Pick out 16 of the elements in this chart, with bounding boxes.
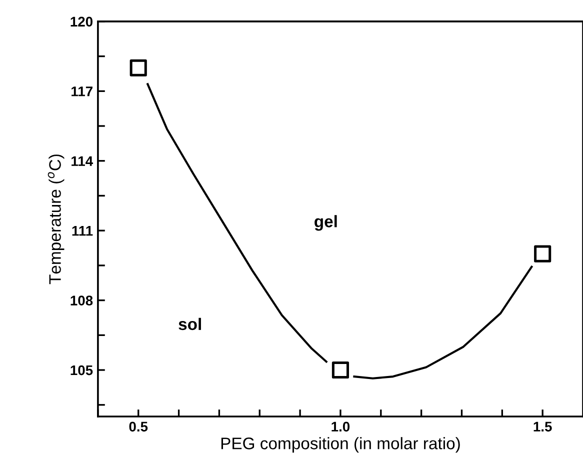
y-tick-label: 117: [72, 86, 92, 96]
x-axis-title: PEG composition (in molar ratio): [221, 437, 460, 453]
point: [534, 245, 552, 262]
point: [332, 361, 350, 379]
y-tick-label: 111: [72, 226, 93, 236]
y-tick-label: 114: [72, 156, 94, 166]
y-tick-label: 120: [70, 16, 93, 27]
x-tick-label: 1.0: [332, 422, 350, 432]
annotation: gel: [314, 215, 337, 231]
y-axis-title: Temperature ($^{o}$C): [48, 154, 64, 284]
x-tick-label: 0.5: [129, 422, 148, 432]
x-tick-label: 1.5: [534, 422, 552, 432]
point: [130, 59, 147, 76]
y-tick-label: 105: [70, 365, 93, 376]
y-tick-label: 108: [70, 296, 93, 306]
annotation: sol: [178, 318, 201, 330]
